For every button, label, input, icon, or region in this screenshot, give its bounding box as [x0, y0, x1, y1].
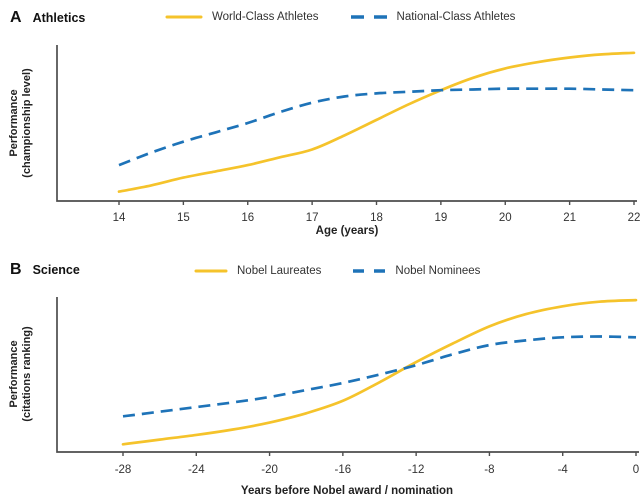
legend-item-nominees: Nobel Nominees — [352, 265, 480, 277]
x-tick-label: -16 — [335, 464, 352, 476]
chart-a-canvas: 14 15 16 17 18 19 20 21 22 — [56, 45, 641, 224]
x-axis-label-b: Years before Nobel award / nomination — [240, 485, 454, 497]
panel-a-header: A Athletics — [10, 9, 85, 27]
chart-b-canvas: -28 -24 -20 -16 -12 -8 -4 0 — [56, 297, 639, 476]
series-line-dashed — [118, 87, 635, 167]
x-tick-label: -28 — [115, 464, 132, 476]
series-line-solid — [121, 298, 638, 446]
panel-b-letter: B — [10, 261, 22, 278]
x-tick-label: 14 — [113, 212, 126, 224]
x-tick-label: 20 — [499, 212, 512, 224]
x-tick-label: -24 — [188, 464, 205, 476]
x-tick-label: 21 — [563, 212, 576, 224]
series-line-dashed — [122, 335, 637, 418]
panel-b-title: Science — [32, 263, 80, 277]
x-tick-label: 0 — [633, 464, 639, 476]
solid-line-icon — [165, 15, 203, 19]
legend-label: National-Class Athletes — [396, 11, 516, 23]
legend-item-world-class: World-Class Athletes — [165, 11, 319, 23]
dashed-line-icon — [350, 15, 387, 19]
panel-athletics: A Athletics World-Class Athletes Nationa… — [8, 9, 641, 237]
x-tick-label: 19 — [434, 212, 447, 224]
x-tick-label: -20 — [261, 464, 278, 476]
panel-a-title: Athletics — [32, 11, 86, 25]
x-tick-label: 18 — [370, 212, 383, 224]
legend-item-national-class: National-Class Athletes — [350, 11, 516, 23]
legend-a: World-Class Athletes National-Class Athl… — [165, 11, 515, 23]
solid-line-icon — [194, 269, 228, 273]
x-tick-label: 17 — [306, 212, 319, 224]
axes — [56, 297, 639, 453]
x-axis-label-a: Age (years) — [315, 225, 379, 237]
x-tick-label: -8 — [484, 464, 494, 476]
axes — [56, 45, 637, 202]
legend-label: Nobel Nominees — [395, 265, 481, 277]
legend-label: World-Class Athletes — [212, 11, 319, 23]
legend-b: Nobel Laureates Nobel Nominees — [194, 265, 480, 277]
x-tick-label: 22 — [628, 212, 641, 224]
panel-a-letter: A — [10, 9, 22, 26]
legend-label: Nobel Laureates — [237, 265, 322, 277]
x-tick-label: -4 — [558, 464, 569, 476]
panel-science: B Science Nobel Laureates Nobel Nominees… — [0, 252, 642, 502]
x-tick-label: -12 — [408, 464, 425, 476]
dashed-line-icon — [353, 269, 386, 273]
legend-item-laureates: Nobel Laureates — [194, 265, 321, 277]
x-tick-label: 16 — [241, 212, 254, 224]
series-line-solid — [117, 51, 636, 193]
x-tick-label: 15 — [177, 212, 190, 224]
panel-b-header: B Science — [10, 261, 80, 279]
